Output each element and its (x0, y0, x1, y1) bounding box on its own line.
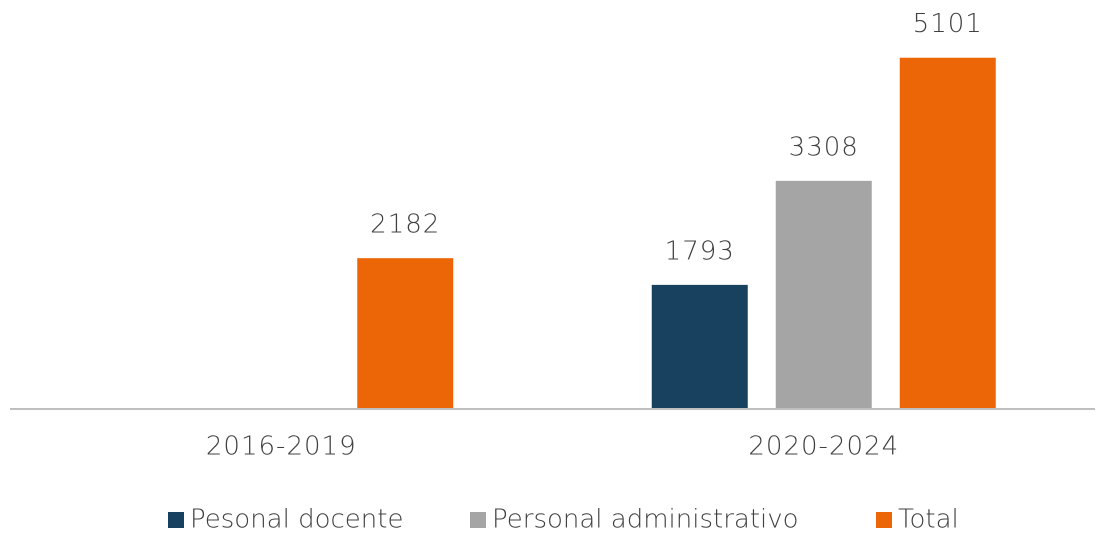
data-label: 5101 (913, 9, 983, 39)
x-tick-label: 2020-2024 (748, 432, 899, 462)
bar (775, 180, 872, 408)
x-tick-label: 2016-2019 (206, 432, 357, 462)
bar (651, 284, 748, 408)
bar (357, 258, 454, 408)
bar (899, 57, 996, 409)
legend-label: Total (898, 505, 959, 535)
legend-swatch (470, 512, 486, 528)
data-label: 1793 (665, 236, 735, 266)
legend-label: Personal administrativo (492, 505, 799, 535)
legend-swatch (168, 512, 184, 528)
data-label: 3308 (789, 132, 859, 162)
legend-label: Pesonal docente (190, 505, 403, 535)
legend-swatch (876, 512, 892, 528)
data-label: 2182 (370, 210, 440, 240)
